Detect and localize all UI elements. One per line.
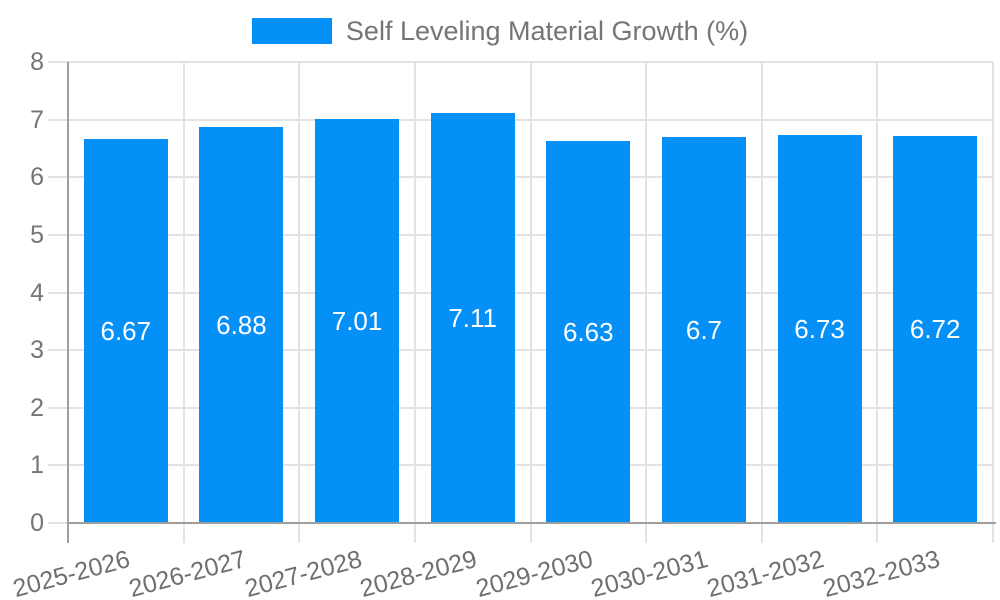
x-tick-label: 2029-2030: [472, 545, 596, 600]
y-axis-tick: [48, 176, 68, 179]
legend-swatch-icon: [251, 18, 332, 44]
y-tick-label: 3: [30, 336, 44, 365]
gridline-vertical: [182, 62, 185, 523]
bar: [893, 135, 978, 523]
gridline-vertical: [298, 62, 301, 523]
bar-value-label: 6.67: [100, 315, 152, 346]
x-tick-label: 2025-2026: [10, 545, 134, 600]
y-tick-label: 1: [30, 451, 44, 480]
bar-value-label: 6.63: [563, 316, 614, 347]
y-axis-tick: [48, 233, 68, 236]
gridline-vertical: [876, 62, 879, 523]
bar-value-label: 7.01: [331, 306, 383, 337]
bar: [777, 135, 862, 523]
y-axis-tick: [48, 349, 68, 352]
y-tick-label: 2: [30, 393, 44, 422]
x-axis-tick: [529, 523, 532, 543]
y-axis-line: [67, 62, 69, 543]
bar: [83, 138, 168, 523]
bar-value-label: 7.11: [448, 303, 498, 334]
bar: [199, 126, 284, 523]
gridline-vertical: [760, 62, 763, 523]
bar-value-label: 6.88: [216, 309, 267, 340]
x-tick-label: 2030-2031: [588, 545, 712, 600]
gridline-vertical: [529, 62, 532, 523]
bar: [430, 113, 515, 523]
gridline-vertical: [645, 62, 648, 523]
x-axis-tick: [992, 523, 994, 543]
y-axis-tick: [48, 406, 68, 409]
x-axis-tick: [413, 523, 416, 543]
x-axis-tick: [182, 523, 185, 543]
x-axis-tick: [760, 523, 763, 543]
bar: [546, 140, 631, 523]
y-axis-tick: [48, 291, 68, 294]
bar: [661, 136, 746, 523]
x-tick-label: 2026-2027: [125, 545, 249, 600]
x-axis-tick: [876, 523, 879, 543]
y-axis-tick: [48, 464, 68, 467]
y-tick-label: 5: [30, 220, 44, 249]
y-axis-tick: [48, 61, 68, 63]
legend[interactable]: Self Leveling Material Growth (%): [0, 16, 1000, 46]
x-tick-label: 2032-2033: [819, 545, 943, 600]
gridline-vertical: [992, 62, 994, 523]
bar-value-label: 6.7: [685, 314, 723, 345]
bar-value-label: 6.73: [794, 314, 845, 345]
y-tick-label: 6: [30, 163, 44, 192]
y-tick-label: 7: [30, 105, 44, 134]
legend-label: Self Leveling Material Growth (%): [345, 16, 749, 46]
y-axis-tick: [48, 118, 68, 121]
x-tick-label: 2031-2032: [704, 545, 827, 600]
x-axis-tick: [298, 523, 301, 543]
gridline-vertical: [413, 62, 416, 523]
y-tick-label: 0: [30, 509, 44, 537]
bar: [315, 119, 400, 523]
x-axis-line: [68, 522, 996, 524]
x-tick-label: 2028-2029: [357, 545, 480, 600]
bar-value-label: 6.72: [909, 314, 961, 345]
y-tick-label: 8: [30, 48, 44, 76]
y-axis-tick: [48, 522, 68, 524]
x-tick-label: 2027-2028: [241, 545, 365, 600]
y-tick-label: 4: [30, 278, 44, 307]
x-axis-tick: [645, 523, 648, 543]
